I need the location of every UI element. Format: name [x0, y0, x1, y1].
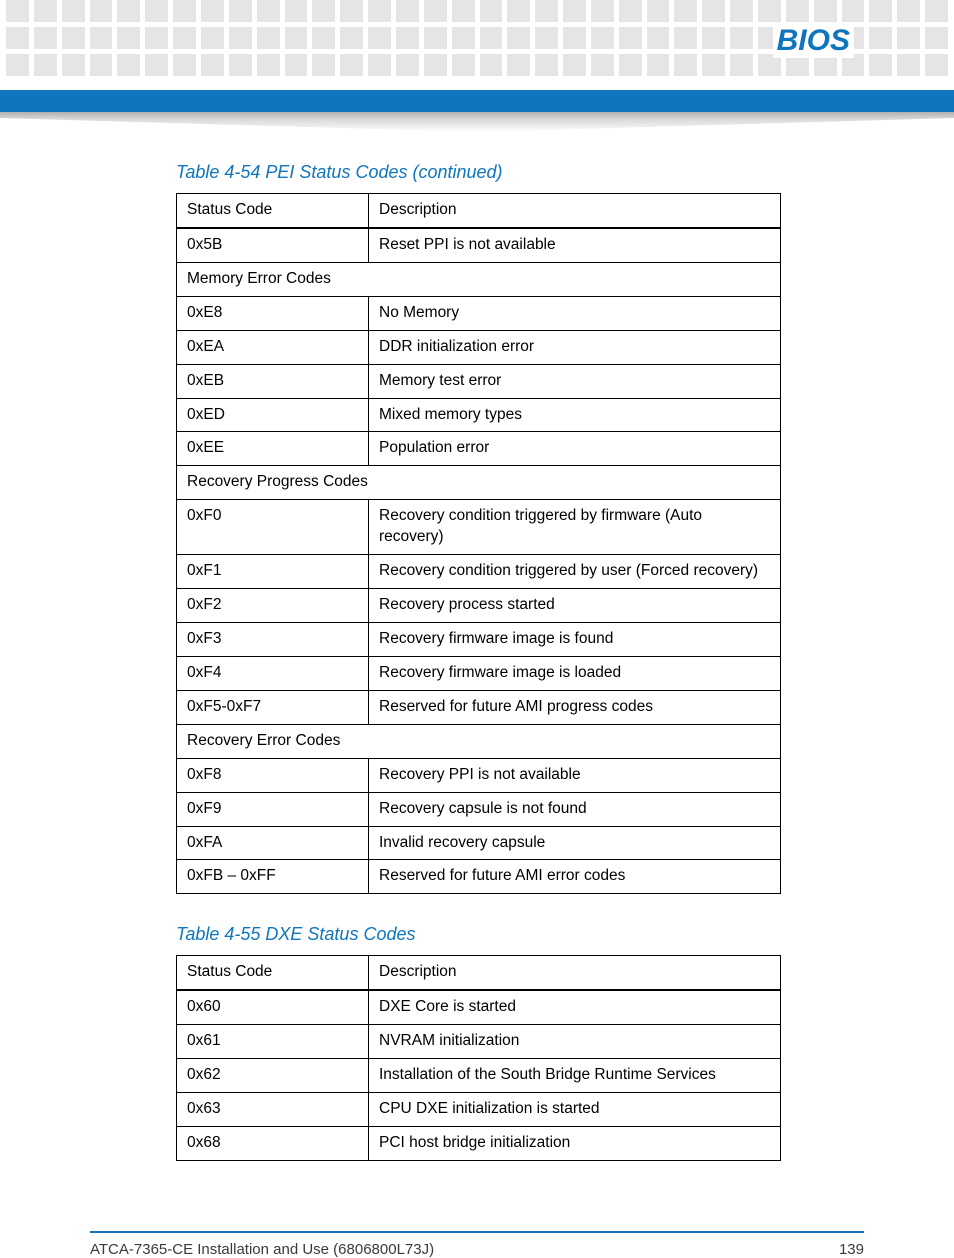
section-label: Recovery Error Codes	[177, 724, 781, 758]
status-code-cell: 0xF1	[177, 555, 369, 589]
header-blue-bar	[0, 90, 954, 112]
description-cell: CPU DXE initialization is started	[369, 1093, 781, 1127]
table-row: 0x5BReset PPI is not available	[177, 228, 781, 262]
description-cell: Recovery capsule is not found	[369, 792, 781, 826]
table-header-row: Status Code Description	[177, 194, 781, 228]
table-454-title: Table 4-54 PEI Status Codes (continued)	[176, 162, 864, 183]
table-header-row: Status Code Description	[177, 956, 781, 990]
status-code-cell: 0xED	[177, 398, 369, 432]
status-code-cell: 0xF4	[177, 656, 369, 690]
status-code-cell: 0xF3	[177, 622, 369, 656]
status-code-cell: 0x5B	[177, 228, 369, 262]
col-header-code: Status Code	[177, 194, 369, 228]
section-label: Memory Error Codes	[177, 262, 781, 296]
table-454: Status Code Description 0x5BReset PPI is…	[176, 193, 781, 894]
chapter-title: BIOS	[773, 24, 854, 58]
page-content: Table 4-54 PEI Status Codes (continued) …	[0, 132, 954, 1211]
table-row: 0xF1Recovery condition triggered by user…	[177, 555, 781, 589]
table-row: 0xEADDR initialization error	[177, 330, 781, 364]
status-code-cell: 0xFA	[177, 826, 369, 860]
page-footer: ATCA-7365-CE Installation and Use (68068…	[90, 1231, 864, 1258]
description-cell: Recovery PPI is not available	[369, 758, 781, 792]
table-row: 0xEEPopulation error	[177, 432, 781, 466]
table-row: 0xF4Recovery firmware image is loaded	[177, 656, 781, 690]
table-row: 0xF2Recovery process started	[177, 589, 781, 623]
description-cell: DXE Core is started	[369, 990, 781, 1024]
description-cell: NVRAM initialization	[369, 1025, 781, 1059]
table-455: Status Code Description 0x60DXE Core is …	[176, 955, 781, 1161]
table-row: 0xF5-0xF7Reserved for future AMI progres…	[177, 690, 781, 724]
table-455-title: Table 4-55 DXE Status Codes	[176, 924, 864, 945]
col-header-desc: Description	[369, 956, 781, 990]
table-row: 0xFB – 0xFFReserved for future AMI error…	[177, 860, 781, 894]
status-code-cell: 0xEB	[177, 364, 369, 398]
table-row: 0x61NVRAM initialization	[177, 1025, 781, 1059]
table-section-row: Recovery Error Codes	[177, 724, 781, 758]
description-cell: Recovery process started	[369, 589, 781, 623]
table-row: 0xF8Recovery PPI is not available	[177, 758, 781, 792]
section-label: Recovery Progress Codes	[177, 466, 781, 500]
description-cell: Recovery firmware image is loaded	[369, 656, 781, 690]
description-cell: Memory test error	[369, 364, 781, 398]
status-code-cell: 0xE8	[177, 296, 369, 330]
table-row: 0x68PCI host bridge initialization	[177, 1126, 781, 1160]
col-header-code: Status Code	[177, 956, 369, 990]
status-code-cell: 0xF9	[177, 792, 369, 826]
table-row: 0xE8No Memory	[177, 296, 781, 330]
header-shadow	[0, 112, 954, 132]
description-cell: No Memory	[369, 296, 781, 330]
table-row: 0x62Installation of the South Bridge Run…	[177, 1059, 781, 1093]
status-code-cell: 0x68	[177, 1126, 369, 1160]
footer-doc-title: ATCA-7365-CE Installation and Use (68068…	[90, 1241, 434, 1258]
description-cell: Installation of the South Bridge Runtime…	[369, 1059, 781, 1093]
status-code-cell: 0xF2	[177, 589, 369, 623]
table-row: 0xF3Recovery firmware image is found	[177, 622, 781, 656]
status-code-cell: 0x63	[177, 1093, 369, 1127]
description-cell: Recovery condition triggered by firmware…	[369, 500, 781, 555]
status-code-cell: 0x61	[177, 1025, 369, 1059]
status-code-cell: 0x62	[177, 1059, 369, 1093]
status-code-cell: 0xF0	[177, 500, 369, 555]
status-code-cell: 0xEA	[177, 330, 369, 364]
table-row: 0xEBMemory test error	[177, 364, 781, 398]
status-code-cell: 0xF8	[177, 758, 369, 792]
col-header-desc: Description	[369, 194, 781, 228]
description-cell: DDR initialization error	[369, 330, 781, 364]
description-cell: Recovery condition triggered by user (Fo…	[369, 555, 781, 589]
table-section-row: Recovery Progress Codes	[177, 466, 781, 500]
footer-page-number: 139	[839, 1241, 864, 1258]
description-cell: PCI host bridge initialization	[369, 1126, 781, 1160]
description-cell: Invalid recovery capsule	[369, 826, 781, 860]
status-code-cell: 0xF5-0xF7	[177, 690, 369, 724]
table-row: 0x60DXE Core is started	[177, 990, 781, 1024]
page-header: BIOS	[0, 0, 954, 90]
table-row: 0xFAInvalid recovery capsule	[177, 826, 781, 860]
description-cell: Population error	[369, 432, 781, 466]
table-section-row: Memory Error Codes	[177, 262, 781, 296]
description-cell: Reserved for future AMI progress codes	[369, 690, 781, 724]
description-cell: Recovery firmware image is found	[369, 622, 781, 656]
table-row: 0x63CPU DXE initialization is started	[177, 1093, 781, 1127]
description-cell: Mixed memory types	[369, 398, 781, 432]
description-cell: Reset PPI is not available	[369, 228, 781, 262]
status-code-cell: 0x60	[177, 990, 369, 1024]
table-row: 0xEDMixed memory types	[177, 398, 781, 432]
status-code-cell: 0xEE	[177, 432, 369, 466]
description-cell: Reserved for future AMI error codes	[369, 860, 781, 894]
status-code-cell: 0xFB – 0xFF	[177, 860, 369, 894]
table-row: 0xF9Recovery capsule is not found	[177, 792, 781, 826]
table-row: 0xF0Recovery condition triggered by firm…	[177, 500, 781, 555]
